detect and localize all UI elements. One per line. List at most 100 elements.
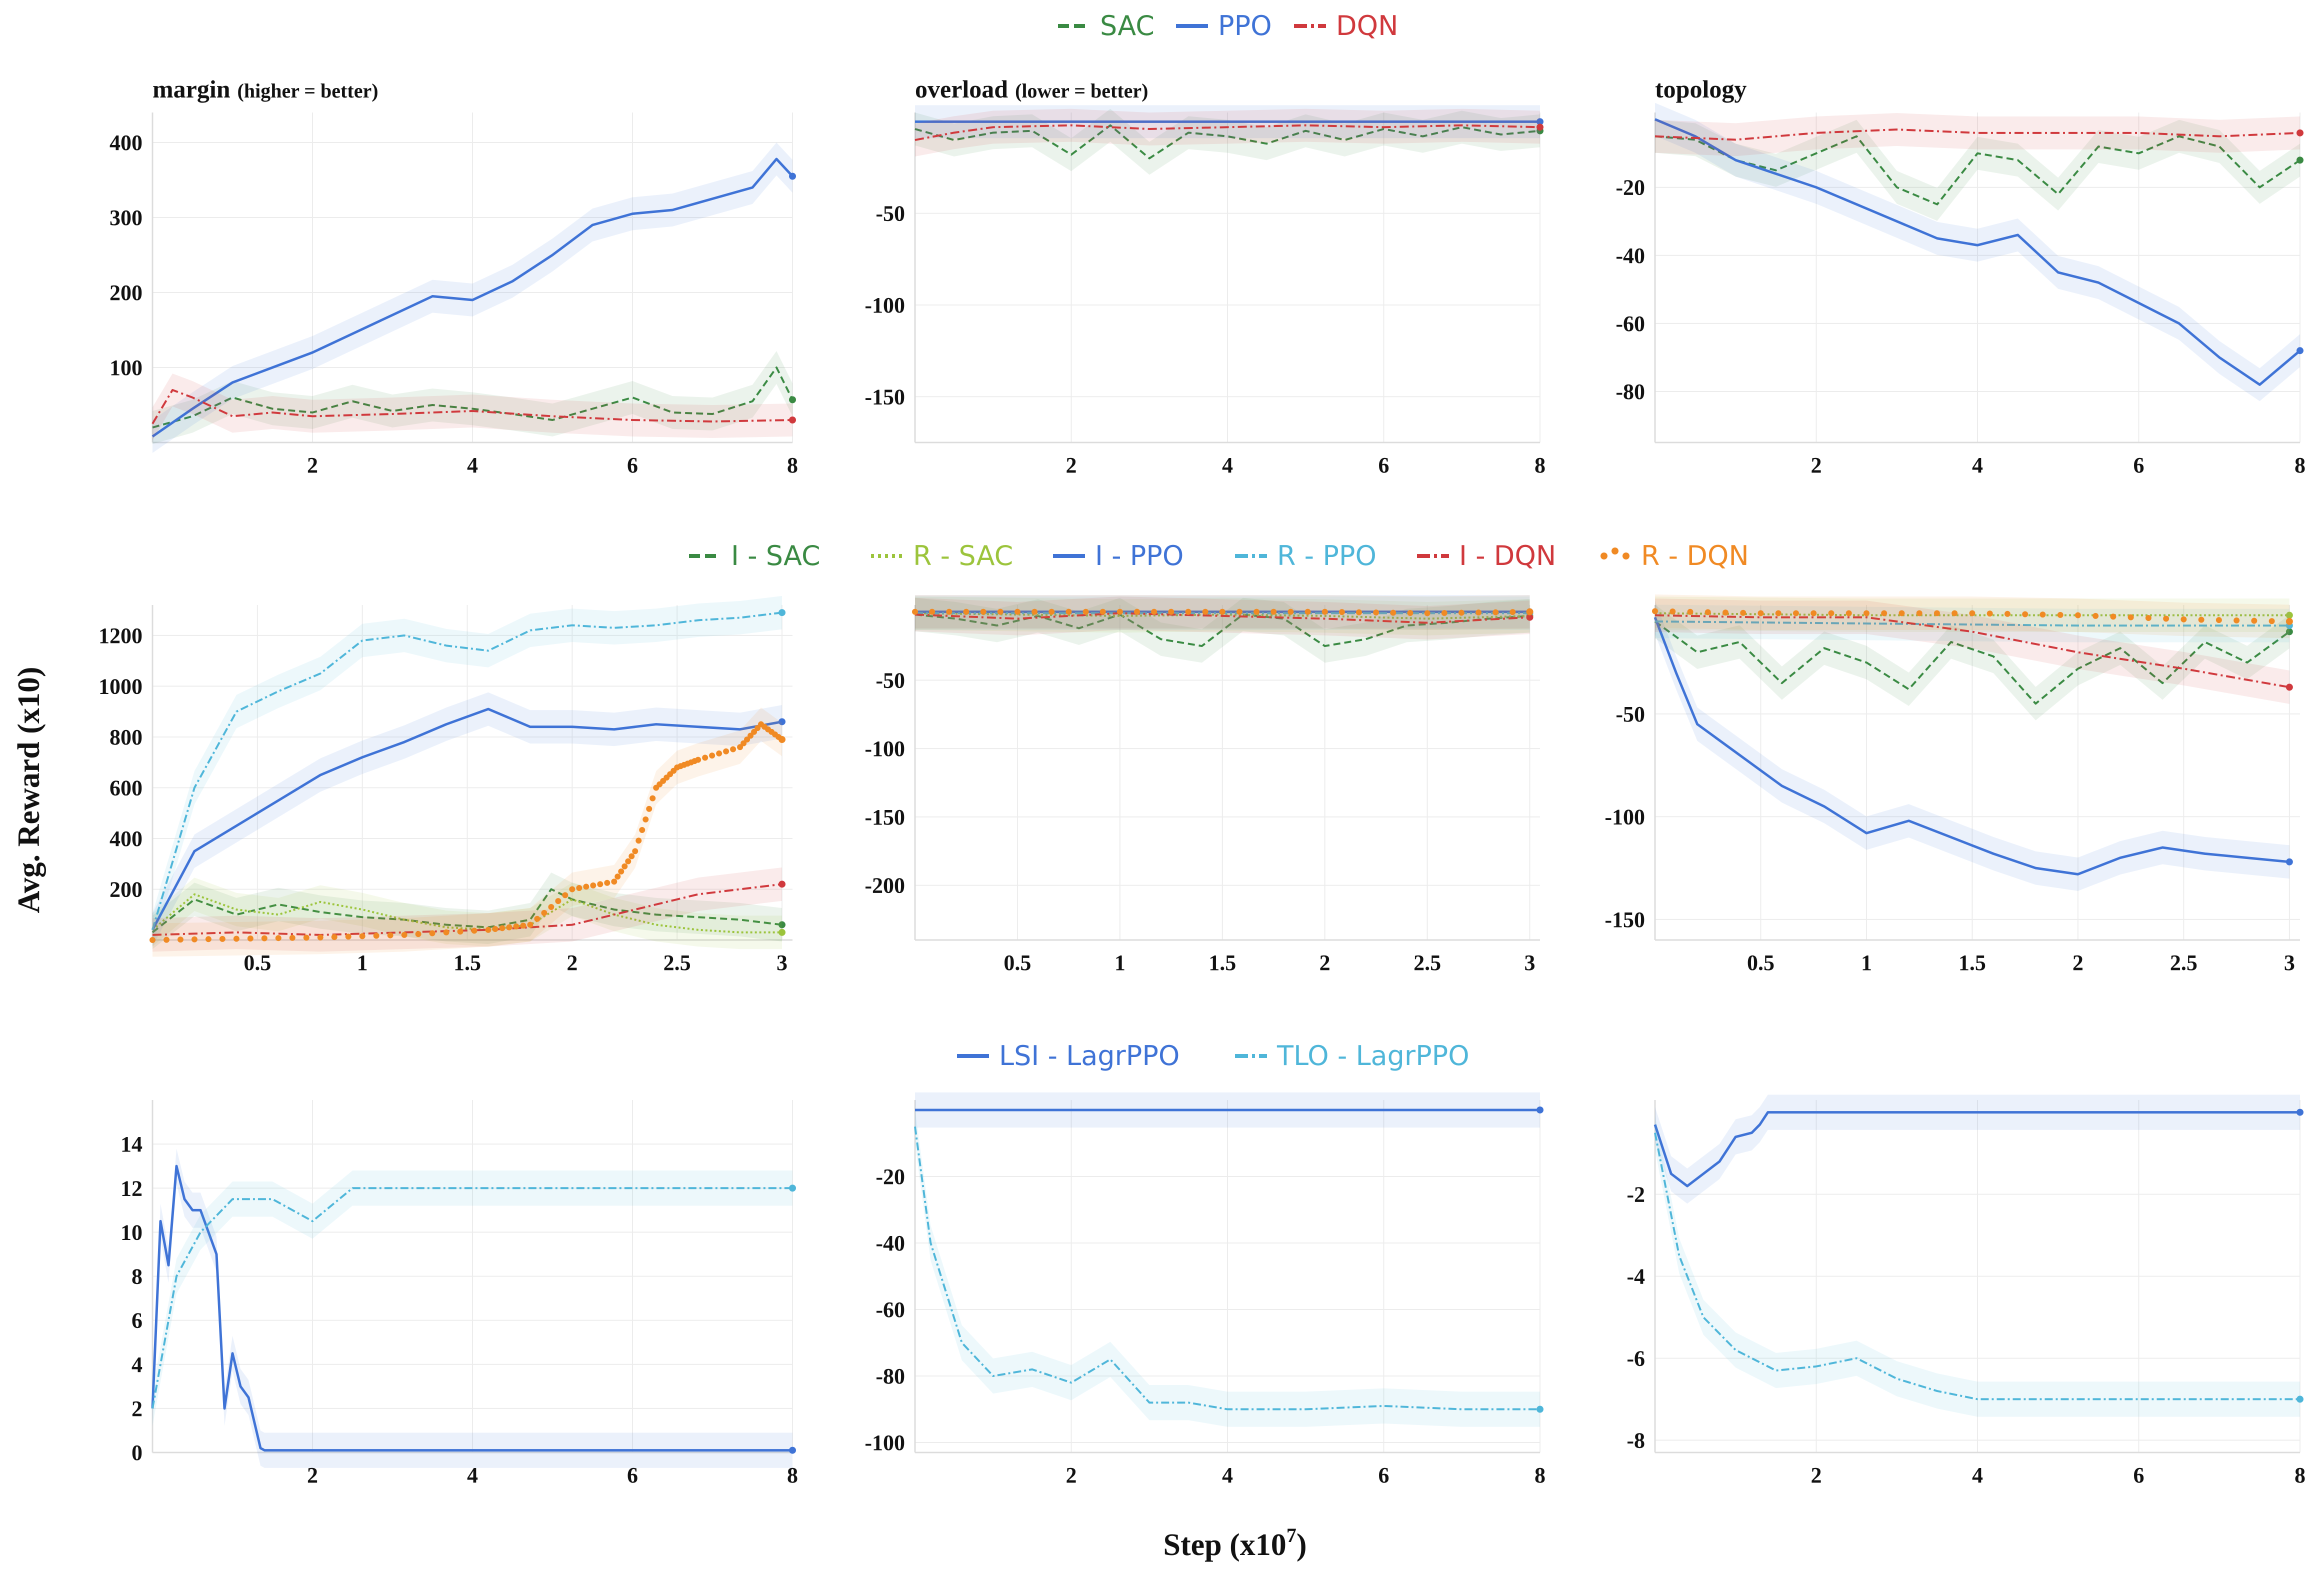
end-marker-isac (778, 921, 786, 928)
point-rdqn (2074, 612, 2081, 618)
y-tick-label: -40 (876, 1231, 905, 1256)
point-rdqn (702, 754, 708, 761)
end-marker-ippo (778, 718, 786, 726)
line-lsi (1654, 1111, 2300, 1188)
point-rdqn (1254, 608, 1260, 615)
x-tick-label: 2.5 (664, 950, 691, 975)
line-ippo (1654, 616, 2290, 876)
x-tick-label: 4 (1972, 453, 1983, 478)
y-tick-label: 12 (120, 1176, 142, 1200)
legend-label: I - SAC (731, 540, 820, 572)
legend-swatch-dot (1612, 548, 1618, 554)
y-tick-label: 800 (110, 725, 142, 750)
y-tick-label: -2 (1626, 1182, 1645, 1207)
point-rdqn (625, 858, 632, 864)
band-rppo (152, 596, 782, 947)
line-tlo (914, 1126, 1540, 1410)
x-tick-label: 6 (1378, 1463, 1390, 1488)
y-tick-label: -50 (1616, 702, 1645, 726)
y-tick-label: 600 (110, 776, 142, 800)
panel-8: -20 -40 -60 -80 -100 2 4 6 8 (864, 1092, 1546, 1488)
legend-label: TLO - LagrPPO (1276, 1040, 1470, 1072)
x-tick-label: 4 (467, 453, 478, 478)
y-tick-label: -50 (876, 668, 905, 692)
end-marker-rdqn (778, 736, 786, 744)
end-marker-ppo (2296, 347, 2304, 354)
legend-row1: SAC PPO DQN (1058, 10, 1398, 42)
end-marker-lsi (2296, 1108, 2304, 1116)
point-rdqn (997, 608, 1004, 615)
point-rdqn (2040, 612, 2046, 618)
end-marker-ppo (1536, 118, 1544, 126)
legend-swatch-dot (1622, 552, 1630, 560)
end-marker-ppo (789, 172, 796, 180)
point-rdqn (1322, 608, 1328, 615)
point-rdqn (583, 884, 590, 890)
point-rdqn (2110, 614, 2116, 620)
y-tick-label: -100 (864, 293, 905, 318)
point-rdqn (471, 928, 478, 934)
x-tick-label: 1 (1114, 950, 1126, 975)
point-rdqn (1338, 609, 1345, 616)
x-tick-label: 2.5 (1414, 950, 1441, 975)
point-rdqn (1116, 608, 1123, 615)
panel-3: -20 -40 -60 -80 2 4 6 8 topology (1616, 75, 2306, 478)
point-rdqn (191, 936, 198, 942)
x-tick-label: 2 (2072, 950, 2084, 975)
band-tlo (915, 1108, 1540, 1427)
point-rdqn (1934, 610, 1940, 616)
y-tick-label: -20 (876, 1164, 905, 1189)
band-lsi (1655, 1094, 2300, 1204)
point-rdqn (1916, 610, 1922, 616)
band-sac (152, 351, 792, 444)
line-tlo (152, 1187, 792, 1409)
y-tick-label: -8 (1626, 1428, 1645, 1452)
line-dqn (914, 124, 1540, 141)
point-rdqn (492, 926, 498, 932)
x-tick-label: 0.5 (1747, 950, 1774, 975)
panel-4: 200 400 600 800 1000 1200 0.5 1 1.5 2 2.5 3 (98, 596, 792, 975)
y-tick-label: 400 (110, 130, 142, 155)
x-tick-label: 6 (627, 453, 638, 478)
x-tick-label: 3 (2284, 950, 2295, 975)
point-rdqn (2022, 611, 2028, 618)
panel-7: 0 2 4 6 8 10 12 14 2 4 6 8 (120, 1100, 798, 1488)
end-marker-lsi (1536, 1106, 1544, 1114)
point-rdqn (1202, 608, 1208, 615)
point-rdqn (740, 740, 747, 746)
point-rdqn (611, 878, 618, 885)
point-rdqn (618, 868, 624, 874)
x-tick-label: 8 (787, 1463, 798, 1488)
y-tick-label: 200 (110, 877, 142, 902)
legend-label: SAC (1100, 10, 1154, 42)
line-idqn (152, 883, 782, 936)
band-dqn (152, 374, 792, 440)
end-marker-isac (2286, 628, 2293, 636)
point-rdqn (1373, 610, 1380, 616)
y-tick-label: -150 (1604, 908, 1645, 932)
y-tick-label: -60 (876, 1298, 905, 1322)
point-rdqn (1828, 610, 1834, 616)
point-rdqn (1304, 608, 1311, 615)
y-tick-label: 300 (110, 206, 142, 230)
x-tick-label: 6 (2134, 1463, 2144, 1488)
point-rdqn (1510, 609, 1516, 616)
point-rdqn (1032, 608, 1038, 615)
x-tick-label: 4 (467, 1463, 478, 1488)
band-lsi (152, 1148, 792, 1468)
y-tick-label: 2 (132, 1396, 142, 1421)
panel-subtitle: (lower = better) (1015, 80, 1148, 102)
band-rsac (152, 878, 782, 950)
band-dqn (915, 108, 1540, 156)
end-marker-tlo (1536, 1406, 1544, 1413)
band-dqn (1655, 113, 2300, 156)
y-tick-label: 6 (132, 1308, 142, 1333)
point-rdqn (980, 608, 986, 615)
x-axis-label: Step (x107) (1164, 1524, 1307, 1562)
point-rdqn (2216, 617, 2222, 624)
point-rdqn (331, 934, 338, 940)
x-tick-label: 8 (2294, 453, 2306, 478)
point-rdqn (1066, 608, 1072, 615)
point-rdqn (597, 881, 604, 888)
panel-title: margin (higher = better) (152, 75, 378, 103)
